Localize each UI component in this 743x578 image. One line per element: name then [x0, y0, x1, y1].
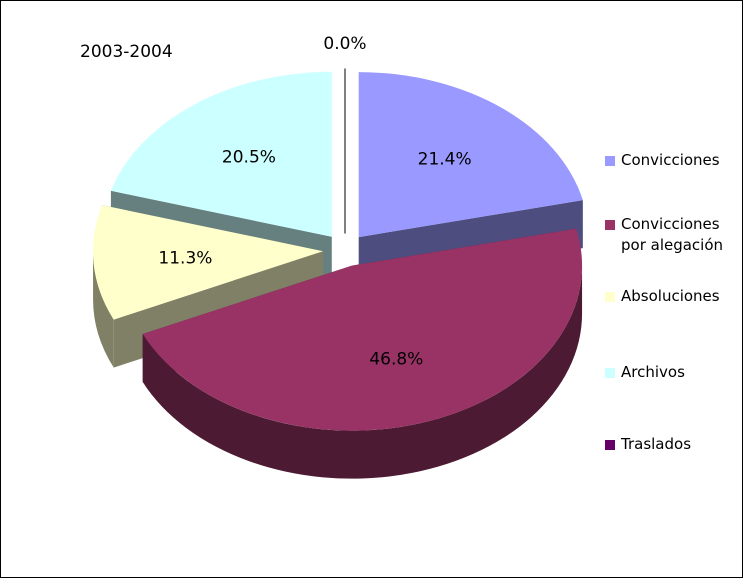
tops	[93, 68, 583, 431]
legend-swatch	[605, 292, 615, 302]
legend-swatch	[605, 156, 615, 166]
legend-label: Traslados	[621, 435, 692, 453]
legend-item: Absoluciones	[605, 286, 737, 307]
slice	[358, 72, 583, 238]
legend-item: Convicciones por alegación	[605, 214, 737, 256]
legend-label: Absoluciones	[621, 287, 720, 305]
legend-label: Convicciones por alegación	[621, 215, 724, 254]
slice	[93, 205, 324, 320]
data-label: 46.8%	[369, 349, 423, 369]
legend-item: Convicciones	[605, 150, 737, 171]
slice	[110, 71, 332, 237]
legend-swatch	[605, 220, 615, 230]
legend-label: Convicciones	[621, 151, 720, 169]
data-label: 20.5%	[222, 148, 276, 168]
data-label: 21.4%	[418, 150, 472, 170]
data-label: 0.0%	[323, 34, 366, 54]
slice-wall	[93, 251, 114, 368]
legend-label: Archivos	[621, 363, 685, 381]
legend-item: Traslados	[605, 434, 737, 455]
legend-swatch	[605, 368, 615, 378]
slice	[142, 228, 583, 431]
data-label: 11.3%	[158, 248, 212, 268]
legend-item: Archivos	[605, 362, 737, 383]
legend-swatch	[605, 440, 615, 450]
chart-title: 2003-2004	[80, 42, 173, 62]
slice-wall	[142, 265, 583, 479]
